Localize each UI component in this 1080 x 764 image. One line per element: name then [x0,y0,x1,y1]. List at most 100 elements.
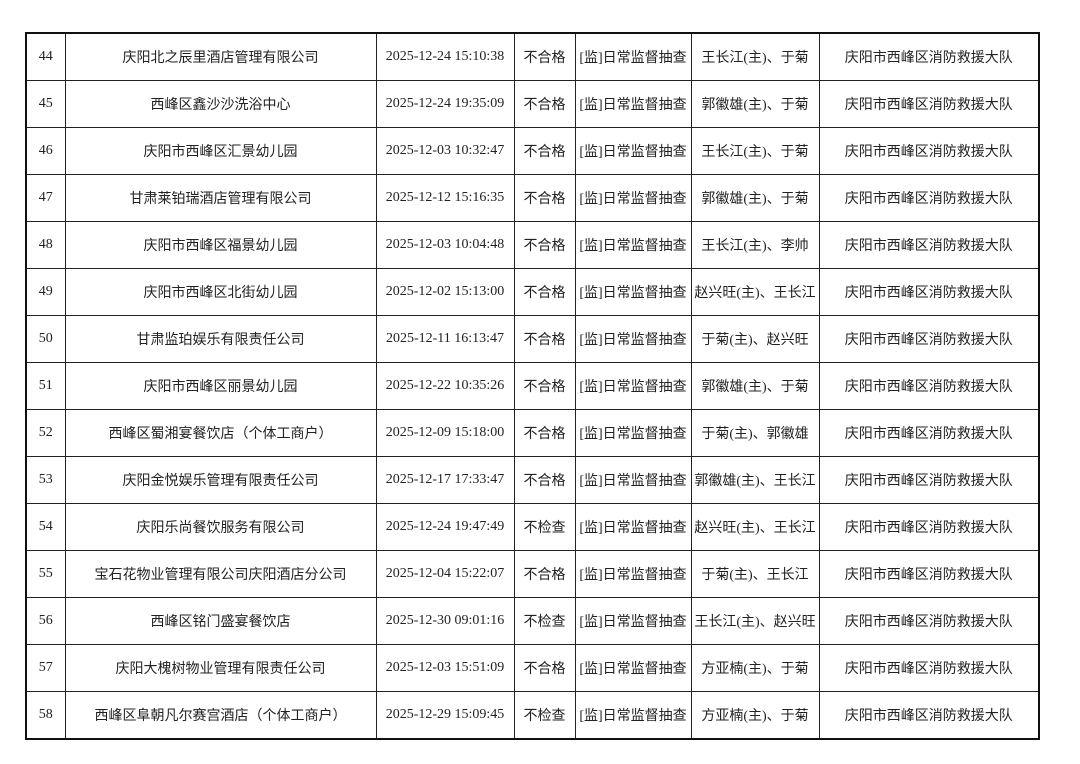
row-number: 47 [25,174,66,222]
row-number: 53 [25,456,66,504]
inspectors: 郭徽雄(主)、于菊 [690,362,820,410]
table-row: 45 西峰区鑫沙沙洗浴中心 2025-12-24 19:35:09 不合格 [监]日常监… [25,80,1040,128]
department: 庆阳市西峰区消防救援大队 [818,597,1040,645]
inspection-time: 2025-12-09 15:18:00 [375,409,515,457]
result: 不合格 [513,456,576,504]
inspection-type: [监]日常监督抽查 [574,550,692,598]
inspection-type: [监]日常监督抽查 [574,409,692,457]
inspection-type: [监]日常监督抽查 [574,127,692,175]
inspection-time: 2025-12-11 16:13:47 [375,315,515,363]
result: 不合格 [513,174,576,222]
row-number: 48 [25,221,66,269]
row-number: 54 [25,503,66,551]
inspection-type: [监]日常监督抽查 [574,32,692,81]
inspection-type: [监]日常监督抽查 [574,80,692,128]
department: 庆阳市西峰区消防救援大队 [818,644,1040,692]
unit-name: 庆阳北之辰里酒店管理有限公司 [64,32,377,81]
row-number: 56 [25,597,66,645]
result: 不检查 [513,503,576,551]
inspection-time: 2025-12-29 15:09:45 [375,691,515,740]
department: 庆阳市西峰区消防救援大队 [818,503,1040,551]
inspectors: 于菊(主)、郭徽雄 [690,409,820,457]
table-row: 58 西峰区阜朝凡尔赛宫酒店（个体工商户） 2025-12-29 15:09:45 不… [25,691,1040,740]
row-number: 52 [25,409,66,457]
inspection-time: 2025-12-17 17:33:47 [375,456,515,504]
inspection-time: 2025-12-24 19:47:49 [375,503,515,551]
row-number: 45 [25,80,66,128]
department: 庆阳市西峰区消防救援大队 [818,80,1040,128]
inspection-type: [监]日常监督抽查 [574,315,692,363]
inspection-table: 44 庆阳北之辰里酒店管理有限公司 2025-12-24 15:10:38 不合格 [监… [25,32,1040,740]
department: 庆阳市西峰区消防救援大队 [818,409,1040,457]
inspectors: 于菊(主)、赵兴旺 [690,315,820,363]
inspectors: 王长江(主)、李帅 [690,221,820,269]
table-row: 51 庆阳市西峰区丽景幼儿园 2025-12-22 10:35:26 不合格 [监]日常… [25,362,1040,410]
inspection-type: [监]日常监督抽查 [574,691,692,740]
inspection-time: 2025-12-03 10:04:48 [375,221,515,269]
result: 不合格 [513,127,576,175]
inspection-time: 2025-12-24 15:10:38 [375,32,515,81]
result: 不合格 [513,268,576,316]
department: 庆阳市西峰区消防救援大队 [818,456,1040,504]
inspection-time: 2025-12-24 19:35:09 [375,80,515,128]
inspection-type: [监]日常监督抽查 [574,644,692,692]
department: 庆阳市西峰区消防救援大队 [818,174,1040,222]
result: 不合格 [513,315,576,363]
department: 庆阳市西峰区消防救援大队 [818,362,1040,410]
table-row: 46 庆阳市西峰区汇景幼儿园 2025-12-03 10:32:47 不合格 [监]日常… [25,127,1040,175]
inspectors: 王长江(主)、于菊 [690,127,820,175]
result: 不合格 [513,409,576,457]
inspection-type: [监]日常监督抽查 [574,174,692,222]
inspectors: 郭徽雄(主)、于菊 [690,80,820,128]
result: 不合格 [513,644,576,692]
inspection-time: 2025-12-03 10:32:47 [375,127,515,175]
row-number: 46 [25,127,66,175]
table-row: 48 庆阳市西峰区福景幼儿园 2025-12-03 10:04:48 不合格 [监]日常… [25,221,1040,269]
table-row: 49 庆阳市西峰区北街幼儿园 2025-12-02 15:13:00 不合格 [监]日常… [25,268,1040,316]
table-row: 47 甘肃莱铂瑞酒店管理有限公司 2025-12-12 15:16:35 不合格 [监]… [25,174,1040,222]
unit-name: 庆阳大槐树物业管理有限责任公司 [64,644,377,692]
row-number: 49 [25,268,66,316]
row-number: 44 [25,32,66,81]
department: 庆阳市西峰区消防救援大队 [818,221,1040,269]
inspection-type: [监]日常监督抽查 [574,221,692,269]
unit-name: 西峰区鑫沙沙洗浴中心 [64,80,377,128]
unit-name: 庆阳市西峰区丽景幼儿园 [64,362,377,410]
table-row: 52 西峰区蜀湘宴餐饮店（个体工商户） 2025-12-09 15:18:00 不合格… [25,409,1040,457]
unit-name: 庆阳市西峰区汇景幼儿园 [64,127,377,175]
inspection-time: 2025-12-02 15:13:00 [375,268,515,316]
result: 不检查 [513,597,576,645]
row-number: 58 [25,691,66,740]
inspectors: 于菊(主)、王长江 [690,550,820,598]
inspection-type: [监]日常监督抽查 [574,456,692,504]
inspection-type: [监]日常监督抽查 [574,268,692,316]
inspectors: 王长江(主)、于菊 [690,32,820,81]
inspection-time: 2025-12-12 15:16:35 [375,174,515,222]
table-row: 54 庆阳乐尚餐饮服务有限公司 2025-12-24 19:47:49 不检查 [监]日… [25,503,1040,551]
table-row: 57 庆阳大槐树物业管理有限责任公司 2025-12-03 15:51:09 不合格[… [25,644,1040,692]
table-row: 53 庆阳金悦娱乐管理有限责任公司 2025-12-17 17:33:47 不合格 [监… [25,456,1040,504]
result: 不合格 [513,80,576,128]
inspectors: 赵兴旺(主)、王长江 [690,268,820,316]
inspectors: 赵兴旺(主)、王长江 [690,503,820,551]
inspection-time: 2025-12-04 15:22:07 [375,550,515,598]
unit-name: 西峰区铭门盛宴餐饮店 [64,597,377,645]
unit-name: 宝石花物业管理有限公司庆阳酒店分公司 [64,550,377,598]
inspection-time: 2025-12-22 10:35:26 [375,362,515,410]
inspection-type: [监]日常监督抽查 [574,362,692,410]
result: 不检查 [513,691,576,740]
result: 不合格 [513,221,576,269]
row-number: 57 [25,644,66,692]
inspectors: 方亚楠(主)、于菊 [690,644,820,692]
result: 不合格 [513,362,576,410]
inspectors: 郭徽雄(主)、王长江 [690,456,820,504]
inspection-type: [监]日常监督抽查 [574,503,692,551]
department: 庆阳市西峰区消防救援大队 [818,691,1040,740]
unit-name: 庆阳乐尚餐饮服务有限公司 [64,503,377,551]
unit-name: 甘肃莱铂瑞酒店管理有限公司 [64,174,377,222]
inspectors: 郭徽雄(主)、于菊 [690,174,820,222]
department: 庆阳市西峰区消防救援大队 [818,127,1040,175]
result: 不合格 [513,550,576,598]
table-row: 44 庆阳北之辰里酒店管理有限公司 2025-12-24 15:10:38 不合格 [监… [25,32,1040,81]
